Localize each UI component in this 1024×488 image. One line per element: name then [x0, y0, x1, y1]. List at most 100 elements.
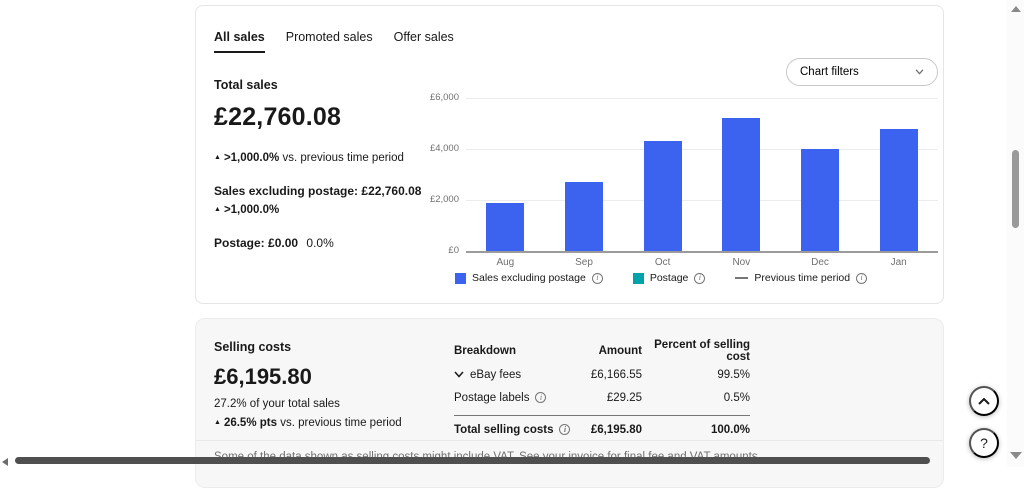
help-button[interactable]: ?	[969, 428, 999, 458]
total-sales-trend: ▲ >1,000.0% vs. previous time period	[214, 152, 444, 164]
selling-costs-subtitle: 27.2% of your total sales	[214, 398, 340, 410]
bar-slot	[545, 98, 624, 251]
amount-header: Amount	[598, 345, 642, 357]
info-icon[interactable]: i	[535, 392, 547, 403]
postage-value: £0.00	[268, 236, 299, 250]
x-tick-label: Jan	[890, 257, 907, 268]
scroll-to-top-button[interactable]	[969, 386, 999, 416]
sales-tabs: All sales Promoted sales Offer sales	[214, 30, 454, 53]
row-label: eBay fees	[470, 368, 522, 381]
sales-bar-chart	[466, 98, 938, 253]
legend-item-sales-excluding-postage: Sales excluding postage i	[455, 272, 603, 284]
gridline	[466, 98, 938, 99]
chart-filters-dropdown[interactable]: Chart filters	[786, 58, 938, 86]
info-icon[interactable]: i	[591, 272, 603, 284]
gridline	[466, 149, 938, 150]
vertical-scrollbar-thumb[interactable]	[1012, 150, 1019, 228]
percent-cell: 0.5%	[723, 391, 750, 404]
trend-percent: >1,000.0%	[223, 204, 280, 216]
chevron-down-icon	[915, 69, 924, 75]
postage-label: Postage:	[214, 236, 265, 250]
scrollbar-up-arrow-icon[interactable]	[1011, 6, 1021, 12]
legend-color-swatch	[455, 272, 466, 284]
legend-label: Postage	[649, 272, 689, 284]
y-tick-label: £2,000	[429, 194, 459, 205]
trend-up-icon: ▲	[214, 206, 221, 213]
legend-label: Previous time period	[754, 272, 851, 284]
trend-up-icon: ▲	[214, 154, 221, 161]
bar-slot	[859, 98, 938, 251]
info-icon[interactable]: i	[559, 424, 571, 435]
sales-excluding-postage-label: Sales excluding postage:	[214, 184, 359, 198]
tab-all-sales[interactable]: All sales	[214, 30, 265, 53]
horizontal-scrollbar-thumb[interactable]	[15, 457, 930, 464]
x-tick-label: Aug	[496, 257, 515, 268]
breakdown-header: Breakdown	[454, 345, 516, 357]
row-label: Postage labels	[454, 391, 530, 404]
trend-percent: 26.5% pts	[223, 417, 277, 429]
x-tick-label: Sep	[575, 257, 593, 268]
table-row-postage-labels: Postage labels i £29.25 0.5%	[454, 386, 750, 409]
legend-item-previous-time-period: Previous time period i	[735, 272, 868, 284]
bar-slot	[702, 98, 781, 251]
x-axis-line	[466, 251, 938, 253]
chart-filters-label: Chart filters	[800, 66, 859, 78]
total-sales-value: £22,760.08	[214, 103, 342, 131]
info-icon[interactable]: i	[694, 272, 706, 284]
trend-up-icon: ▲	[214, 419, 221, 426]
postage-line: Postage: £0.00 0.0%	[214, 236, 444, 250]
trend-suffix: vs. previous time period	[280, 417, 402, 429]
bar-jan[interactable]	[879, 128, 918, 251]
trend-percent: >1,000.0%	[223, 152, 280, 164]
sales-excluding-postage-value: £22,760.08	[361, 184, 422, 198]
x-axis: Aug Sep Oct Nov Dec Jan	[466, 257, 938, 268]
percent-header: Percent of selling cost	[654, 339, 750, 363]
tab-offer-sales[interactable]: Offer sales	[393, 30, 454, 44]
table-row-ebay-fees: eBay fees £6,166.55 99.5%	[454, 363, 750, 386]
total-sales-summary: Total sales £22,760.08 ▲ >1,000.0% vs. pr…	[214, 78, 444, 250]
amount-cell: £6,166.55	[590, 368, 642, 381]
ebay-fees-expander[interactable]: eBay fees	[454, 369, 572, 381]
chevron-down-icon	[454, 371, 464, 378]
selling-costs-value: £6,195.80	[214, 364, 312, 389]
x-tick-label: Dec	[811, 257, 829, 268]
x-tick-label: Nov	[732, 257, 751, 268]
percent-cell: 100.0%	[710, 423, 750, 436]
question-mark-icon: ?	[980, 435, 988, 451]
legend-color-swatch	[632, 272, 644, 284]
total-selling-costs-cell: Total selling costs i	[454, 424, 572, 436]
chart-legend: Sales excluding postage i Postage i Previous…	[455, 272, 868, 284]
breakdown-header-row: Breakdown Amount Percent of selling cost	[454, 339, 750, 363]
scrollbar-down-arrow-icon[interactable]	[1010, 452, 1022, 459]
bars-area	[466, 98, 938, 251]
info-icon[interactable]: i	[856, 272, 868, 284]
bar-oct[interactable]	[643, 141, 682, 251]
tab-promoted-sales[interactable]: Promoted sales	[285, 30, 373, 44]
postage-trend: 0.0%	[306, 236, 334, 250]
legend-line-swatch	[735, 277, 749, 279]
bar-dec[interactable]	[801, 149, 840, 251]
legend-label: Sales excluding postage	[472, 272, 586, 284]
table-row-total: Total selling costs i £6,195.80 100.0%	[454, 415, 750, 438]
amount-cell: £29.25	[606, 391, 642, 404]
bar-aug[interactable]	[486, 202, 525, 251]
selling-costs-trend: ▲ 26.5% pts vs. previous time period	[214, 417, 444, 429]
sales-overview-card: All sales Promoted sales Offer sales Tot…	[195, 5, 944, 304]
bar-sep[interactable]	[565, 182, 603, 251]
bar-slot	[623, 98, 702, 251]
total-sales-title: Total sales	[214, 78, 278, 92]
bar-slot	[466, 98, 545, 251]
postage-labels-cell: Postage labels i	[454, 392, 572, 404]
y-tick-label: £6,000	[429, 92, 459, 103]
legend-item-postage: Postage i	[632, 272, 706, 284]
row-label: Total selling costs	[454, 423, 554, 436]
bar-nov[interactable]	[722, 118, 761, 251]
selling-costs-summary: Selling costs £6,195.80 27.2% of your to…	[214, 340, 444, 429]
vertical-scrollbar[interactable]	[1007, 0, 1024, 467]
x-tick-label: Oct	[654, 257, 671, 268]
y-tick-label: £4,000	[429, 143, 459, 154]
trend-suffix: vs. previous time period	[282, 152, 404, 164]
chevron-up-icon	[978, 397, 990, 405]
scrollbar-left-arrow-icon[interactable]	[2, 458, 8, 466]
